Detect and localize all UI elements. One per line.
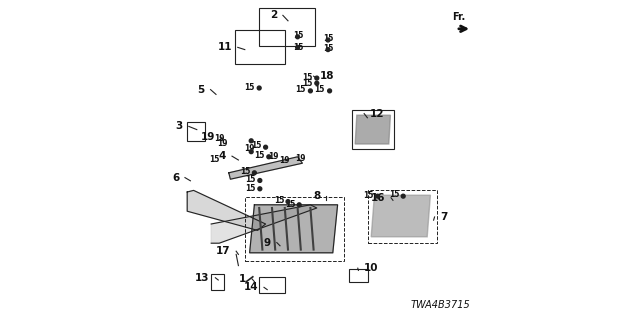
Polygon shape [371, 195, 430, 237]
Text: 15: 15 [285, 200, 295, 209]
Text: 10: 10 [364, 263, 378, 273]
Text: 8: 8 [314, 191, 321, 201]
Text: 15: 15 [251, 141, 261, 150]
Text: 19: 19 [244, 144, 254, 153]
Text: 15: 15 [303, 73, 313, 82]
Bar [187, 122, 205, 141]
Text: 18: 18 [319, 71, 334, 81]
Text: 15: 15 [323, 44, 333, 53]
Polygon shape [355, 115, 390, 144]
Text: 19: 19 [295, 154, 305, 163]
Text: 15: 15 [209, 155, 219, 164]
Circle shape [250, 139, 253, 143]
Bar [236, 30, 285, 64]
Circle shape [308, 89, 312, 93]
Bar [245, 197, 344, 261]
Text: 5: 5 [198, 84, 205, 95]
Text: 14: 14 [244, 282, 259, 292]
Text: 15: 15 [240, 167, 250, 176]
Circle shape [250, 150, 253, 154]
Text: 15: 15 [323, 34, 333, 43]
Text: 15: 15 [293, 31, 303, 40]
Text: 19: 19 [201, 132, 215, 142]
Circle shape [258, 179, 262, 182]
Text: TWA4B3715: TWA4B3715 [411, 300, 470, 310]
Bar [259, 277, 285, 293]
Bar [349, 269, 368, 282]
Polygon shape [250, 205, 338, 253]
Text: 7: 7 [440, 212, 448, 222]
Circle shape [296, 45, 300, 49]
Text: 11: 11 [218, 42, 232, 52]
Text: 15: 15 [295, 85, 305, 94]
Polygon shape [211, 205, 317, 243]
Text: 3: 3 [176, 121, 183, 132]
Text: 4: 4 [219, 151, 227, 161]
Circle shape [376, 194, 380, 198]
Text: 15: 15 [254, 151, 264, 160]
Text: 12: 12 [370, 108, 385, 119]
Text: 15: 15 [244, 83, 254, 92]
Circle shape [315, 81, 319, 85]
Text: 15: 15 [293, 43, 303, 52]
Circle shape [315, 76, 319, 80]
Text: 6: 6 [172, 172, 179, 183]
Text: 16: 16 [371, 193, 385, 203]
Text: 15: 15 [314, 85, 324, 94]
Circle shape [258, 187, 262, 191]
Circle shape [264, 145, 268, 149]
Text: 15: 15 [303, 79, 313, 88]
Text: 1: 1 [239, 274, 246, 284]
Text: 19: 19 [268, 152, 279, 161]
Text: 2: 2 [270, 10, 277, 20]
Text: Fr.: Fr. [452, 12, 466, 22]
Bar [352, 110, 394, 149]
Circle shape [267, 155, 271, 159]
Bar [368, 190, 436, 243]
Bar [211, 274, 224, 290]
Text: 19: 19 [214, 134, 225, 143]
Circle shape [328, 89, 332, 93]
Bar [259, 8, 315, 46]
Text: 9: 9 [264, 237, 271, 248]
Polygon shape [229, 157, 302, 179]
Text: 15: 15 [246, 184, 256, 193]
Text: 17: 17 [216, 246, 230, 256]
Circle shape [296, 35, 300, 39]
Circle shape [326, 38, 330, 42]
Text: 13: 13 [195, 273, 210, 283]
Circle shape [252, 171, 256, 175]
Circle shape [401, 194, 405, 198]
Circle shape [286, 200, 290, 204]
Text: 15: 15 [274, 196, 284, 205]
Circle shape [297, 203, 301, 207]
Circle shape [257, 86, 261, 90]
Text: 19: 19 [280, 156, 290, 164]
Circle shape [326, 48, 330, 52]
Text: 15: 15 [246, 175, 256, 184]
Text: 15: 15 [364, 191, 374, 200]
Polygon shape [187, 190, 266, 230]
Text: 15: 15 [389, 190, 399, 199]
Text: 19: 19 [217, 139, 228, 148]
